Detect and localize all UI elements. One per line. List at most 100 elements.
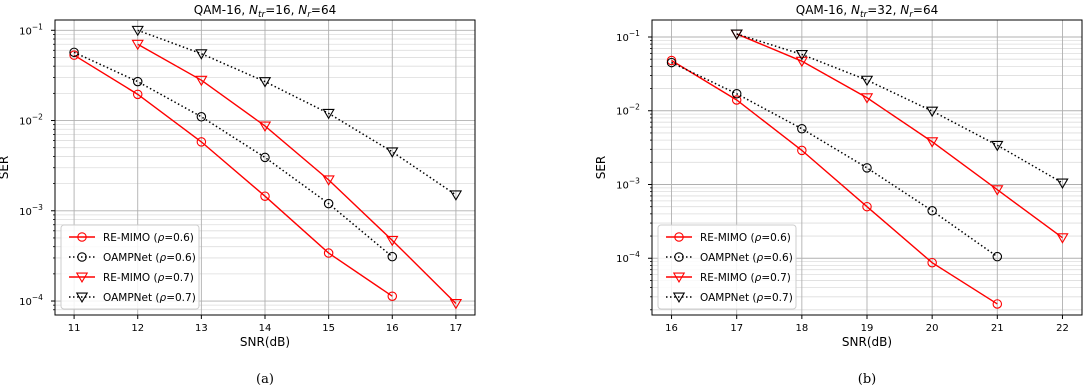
chart-panel-b: 16 17 18 19 20 21 22 10−1 10−2 10−3 10−4 QAM-16, Nt… [594, 3, 1083, 387]
y-tick-label: 10−1 [19, 22, 43, 37]
series-line-2 [736, 33, 1063, 239]
legend-box [60, 224, 200, 310]
data-point-s1-3 [260, 152, 270, 163]
data-point-s2-legend [672, 272, 686, 284]
data-point-s0-5 [387, 291, 398, 301]
series-2 [730, 29, 1069, 244]
series-line-3 [137, 29, 457, 196]
data-point-s0-0 [69, 50, 79, 60]
data-point-s1-2 [797, 123, 807, 134]
data-point-s3-5 [1056, 178, 1069, 189]
x-tick-label: 16 [386, 323, 399, 334]
x-tick-label: 14 [259, 323, 272, 334]
data-point-s1-2 [196, 112, 207, 122]
x-tick-label: 16 [665, 323, 678, 334]
data-point-s1-4 [927, 206, 937, 216]
data-point-s1-1 [132, 76, 143, 87]
data-point-s1-0 [666, 57, 677, 68]
figure-caption: (b) [858, 372, 876, 387]
x-tick-label: 21 [991, 323, 1004, 334]
data-point-s0-4 [323, 248, 334, 258]
x-tick-label: 17 [450, 323, 463, 334]
data-point-s3-legend [672, 292, 686, 304]
data-point-s3-5 [449, 190, 463, 201]
legend-label-2: RE-MIMO (ρ=0.7) [103, 272, 194, 284]
data-point-s2-3 [925, 137, 939, 148]
y-tick-label: 10−4 [19, 293, 43, 308]
legend-label-1: OAMPNet (ρ=0.6) [103, 252, 196, 264]
x-tick-label: 11 [68, 323, 81, 334]
series-line-2 [137, 43, 457, 304]
legend: RE-MIMO (ρ=0.6) OAMPNet (ρ=0.6) RE-MIMO (ρ… [60, 224, 200, 310]
data-point-s2-5 [1056, 233, 1069, 244]
series-line-0 [671, 59, 998, 305]
data-point-s3-3 [925, 106, 939, 118]
data-point-s3-0 [730, 29, 743, 40]
data-point-s1-4 [323, 198, 334, 209]
x-tick-label: 20 [926, 323, 939, 334]
data-point-s2-3 [322, 175, 335, 186]
data-point-s2-5 [449, 298, 463, 310]
data-point-s3-1 [795, 49, 809, 61]
chart-panel-a: 11 12 13 14 15 16 17 10−1 10−2 10−3 10−4 QAM-16, Nt… [0, 3, 476, 387]
x-tick-label: 22 [1056, 323, 1069, 334]
data-point-s0-1 [731, 95, 742, 105]
series-line-1 [73, 51, 393, 258]
data-point-s1-3 [862, 163, 872, 173]
y-tick-label: 10−2 [616, 103, 640, 118]
y-axis-label: SER [0, 156, 11, 180]
series-line-0 [73, 54, 393, 297]
y-tick-label: 10−3 [19, 203, 43, 218]
grid-lines [652, 20, 1082, 315]
y-tick-label: 10−1 [616, 29, 640, 44]
data-point-s3-2 [258, 77, 272, 88]
series-line-3 [736, 33, 1063, 184]
data-point-s2-0 [131, 39, 144, 51]
series-1 [666, 57, 1003, 262]
data-point-s0-1 [132, 89, 143, 100]
x-tick-label: 12 [131, 323, 144, 334]
data-point-s0-legend [674, 232, 684, 242]
series-line-1 [671, 61, 998, 258]
y-tick-label: 10−2 [19, 113, 43, 128]
data-point-s0-legend [77, 232, 87, 242]
y-tick-label: 10−4 [616, 250, 640, 265]
data-point-s0-2 [196, 137, 207, 147]
data-point-s2-4 [386, 235, 399, 247]
data-point-s3-3 [322, 108, 335, 120]
data-point-s3-4 [991, 140, 1004, 152]
figure-caption: (a) [256, 372, 274, 387]
series-3 [730, 29, 1069, 189]
data-point-s2-2 [258, 121, 272, 133]
data-point-s2-2 [860, 93, 874, 104]
data-point-s1-5 [387, 251, 398, 262]
x-tick-label: 13 [195, 323, 208, 334]
data-point-s3-2 [860, 75, 874, 87]
data-point-s3-4 [386, 147, 399, 158]
data-point-s1-legend [77, 252, 87, 262]
data-point-s0-3 [260, 191, 270, 201]
legend-label-2: RE-MIMO (ρ=0.7) [700, 272, 791, 284]
data-point-s0-2 [797, 145, 807, 156]
y-tick-label: 10−3 [616, 176, 640, 191]
x-tick-label: 17 [730, 323, 743, 334]
data-point-s1-1 [731, 89, 742, 99]
data-point-s0-4 [927, 257, 937, 268]
series-1 [69, 47, 398, 262]
series-2 [131, 39, 463, 310]
series-0 [69, 50, 398, 301]
x-axis-label: SNR(dB) [240, 335, 290, 349]
data-point-s0-5 [992, 299, 1003, 309]
data-point-s1-5 [992, 251, 1003, 262]
data-point-s2-1 [795, 56, 809, 68]
legend-label-0: RE-MIMO (ρ=0.6) [103, 232, 194, 244]
data-point-s2-legend [75, 272, 89, 284]
x-tick-label: 18 [795, 323, 808, 334]
y-axis-label: SER [594, 156, 608, 180]
x-tick-label: 15 [322, 323, 335, 334]
legend: RE-MIMO (ρ=0.6) OAMPNet (ρ=0.6) RE-MIMO (ρ… [657, 224, 797, 310]
data-point-s3-legend [75, 292, 89, 304]
data-point-s1-0 [69, 47, 79, 58]
legend-label-3: OAMPNet (ρ=0.7) [103, 292, 196, 304]
